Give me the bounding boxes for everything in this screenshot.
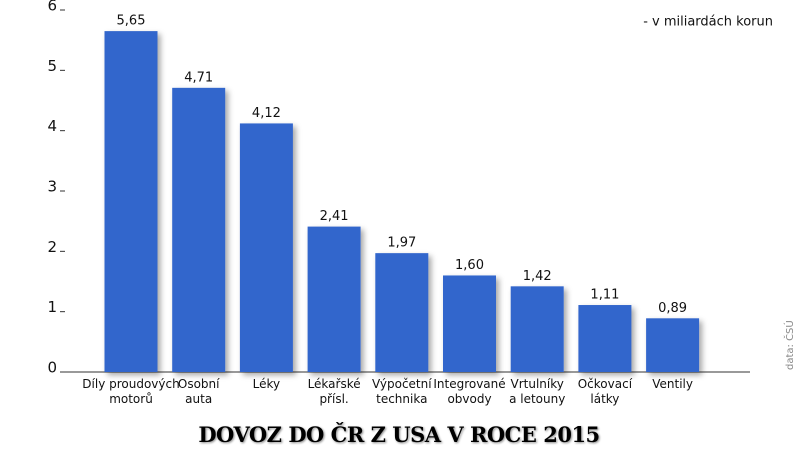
bar: [307, 226, 361, 372]
value-label: 4,12: [252, 106, 281, 121]
x-tick-label: Osobní auta: [177, 377, 220, 406]
value-label: 1,60: [455, 258, 484, 273]
value-label: 1,42: [523, 269, 552, 284]
x-tick-label: Vrtulníky a letouny: [509, 377, 566, 406]
x-tick-label: Lékařské přísl.: [307, 377, 361, 406]
value-label: 0,89: [658, 301, 687, 316]
bar: [443, 275, 496, 372]
source: data: ČSÚ: [783, 320, 796, 370]
value-label: 4,71: [184, 70, 213, 85]
bar: [646, 318, 700, 372]
x-tick-label: Ventily: [652, 377, 693, 391]
value-label: 5,65: [117, 14, 146, 29]
x-tick-label: Léky: [252, 377, 281, 391]
bar: [510, 286, 564, 372]
x-tick-label: Díly proudových motorů: [82, 377, 180, 406]
x-tick-label: Integrované obvody: [433, 377, 506, 406]
bar: [375, 253, 429, 372]
value-label: 2,41: [320, 209, 349, 224]
value-label: 1,97: [387, 236, 416, 251]
y-tick-label: 2: [47, 238, 57, 256]
subtitle: - v miliardách korun: [643, 15, 773, 30]
y-tick-label: 0: [47, 359, 57, 377]
y-tick-label: 6: [47, 0, 57, 15]
y-tick-label: 4: [47, 117, 57, 135]
bar: [578, 305, 632, 372]
chart-title: DOVOZ DO ČR Z USA V ROCE 2015: [198, 422, 600, 447]
x-tick-label: Očkovací látky: [577, 377, 633, 406]
y-tick-label: 5: [47, 57, 57, 75]
bar: [172, 87, 226, 372]
value-label: 1,11: [590, 288, 619, 303]
bar: [239, 123, 293, 372]
y-tick-label: 1: [47, 298, 57, 316]
y-tick-label: 3: [47, 178, 57, 196]
bar: [104, 31, 158, 372]
x-tick-label: Výpočetní technika: [372, 377, 432, 406]
